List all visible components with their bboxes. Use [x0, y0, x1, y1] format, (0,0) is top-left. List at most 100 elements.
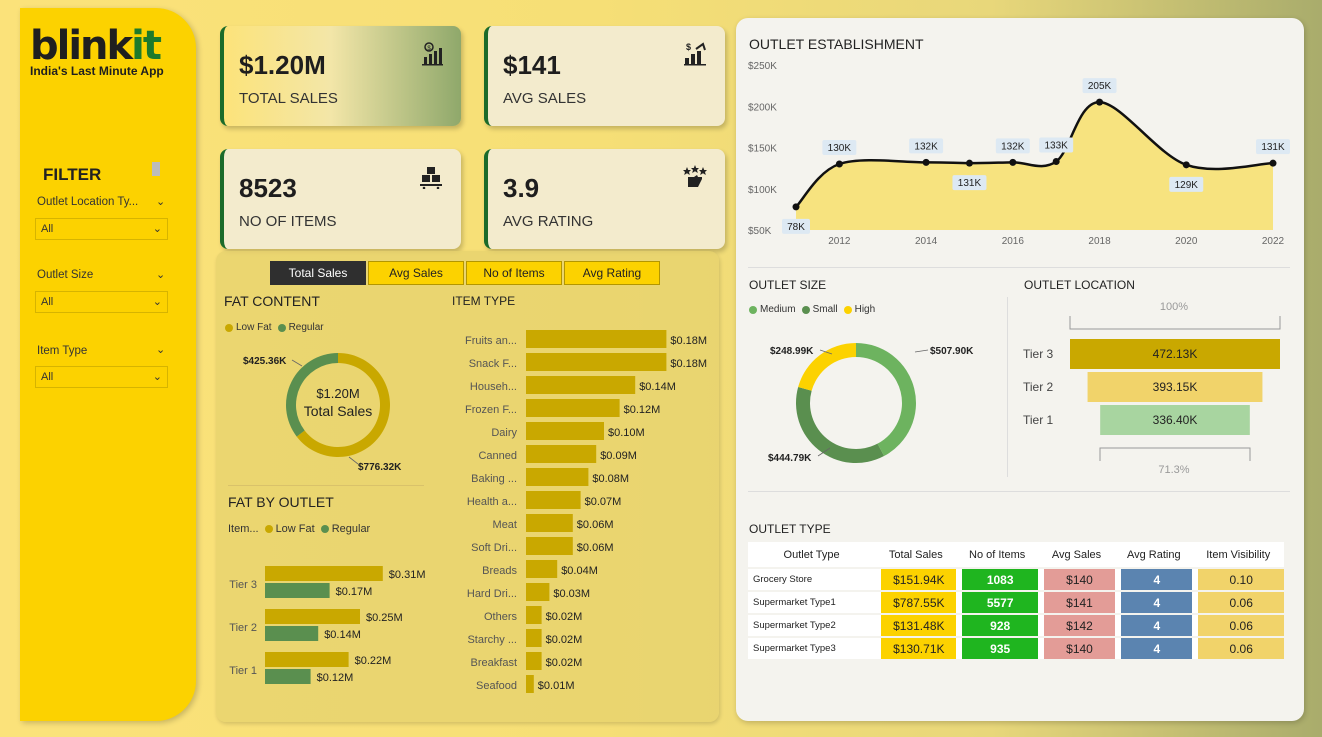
fat-by-outlet-chart: Tier 3 $0.31M $0.17M Tier 2 $0.25M $0.14M Tier…: [229, 566, 426, 684]
data-point[interactable]: [1009, 158, 1017, 166]
data-point[interactable]: [835, 160, 843, 168]
bar-item-type[interactable]: [526, 537, 573, 555]
bar-item-type[interactable]: [526, 445, 597, 463]
funnel-bar[interactable]: [1070, 339, 1280, 369]
series-line: [795, 100, 1274, 208]
table-row[interactable]: Supermarket Type1 $787.55K 5577 $141 4 0.06: [748, 592, 1284, 613]
axis-tick-label: Tier 3: [229, 579, 257, 591]
outlet-size-select[interactable]: All ⌄: [35, 291, 168, 313]
data-point[interactable]: [922, 158, 930, 166]
bar-low-fat[interactable]: [265, 609, 360, 624]
chevron-down-icon[interactable]: ⌄: [156, 269, 166, 281]
column-header[interactable]: Item Visibility: [1192, 542, 1284, 567]
bar-item-type[interactable]: [526, 468, 589, 486]
bar-item-type[interactable]: [526, 675, 534, 693]
data-point[interactable]: [965, 159, 973, 167]
bar-item-type[interactable]: [526, 491, 581, 509]
column-header[interactable]: No of Items: [956, 542, 1038, 567]
bar-regular[interactable]: [265, 583, 330, 598]
data-label: 131K: [1261, 142, 1285, 153]
legend-dot: [225, 323, 233, 332]
funnel-bottom-percent: 71.3%: [1158, 464, 1189, 476]
item-type-select[interactable]: All ⌄: [35, 366, 168, 388]
bar-item-type[interactable]: [526, 422, 604, 440]
outlet-establishment-chart: $50K $100K $150K $200K $250K 2012 2014 2016 2018…: [748, 61, 1290, 247]
donut-slice-medium[interactable]: [856, 343, 916, 457]
divider: [748, 491, 1290, 492]
table-cell: $151.94K: [875, 569, 957, 590]
logo-text-b: it: [131, 23, 162, 69]
bar-item-type[interactable]: [526, 606, 542, 624]
data-label: $0.10M: [608, 427, 645, 439]
kpi-value: 3.9: [503, 173, 540, 203]
table-cell: 1083: [956, 569, 1038, 590]
table-cell: 4: [1115, 638, 1193, 659]
data-point[interactable]: [1182, 161, 1190, 169]
outlet-location-select[interactable]: All ⌄: [35, 218, 168, 240]
legend-label: Regular: [288, 322, 324, 333]
table-row[interactable]: Supermarket Type3 $130.71K 935 $140 4 0.06: [748, 638, 1284, 659]
kpi-value: $1.20M: [239, 50, 326, 80]
bar-item-type[interactable]: [526, 399, 620, 417]
fat-content-donut-chart: $1.20M Total Sales $425.36K $776.32K: [243, 353, 402, 473]
tab-avg-rating[interactable]: Avg Rating: [564, 261, 660, 285]
bar-item-type[interactable]: [526, 560, 558, 578]
filter-toggle-icon[interactable]: [152, 162, 160, 176]
column-header[interactable]: Total Sales: [875, 542, 957, 567]
analysis-panel: [216, 251, 719, 722]
table-cell: 0.06: [1192, 615, 1284, 636]
bar-item-type[interactable]: [526, 583, 550, 601]
bar-item-type[interactable]: [526, 652, 542, 670]
donut-slice-small[interactable]: [796, 387, 885, 463]
outlet-establishment-title: OUTLET ESTABLISHMENT: [749, 36, 924, 52]
table-row[interactable]: Grocery Store $151.94K 1083 $140 4 0.10: [748, 569, 1284, 590]
donut-label-high: $248.99K: [770, 346, 814, 357]
table-row[interactable]: Supermarket Type2 $131.48K 928 $142 4 0.06: [748, 615, 1284, 636]
tab-no-of-items[interactable]: No of Items: [466, 261, 562, 285]
outlet-location-funnel-chart: 100% 71.3% Tier 3 472.13K Tier 2 393.15K Tie…: [1023, 301, 1281, 476]
tab-avg-sales[interactable]: Avg Sales: [368, 261, 464, 285]
data-label-box: [1039, 137, 1074, 153]
bar-low-fat[interactable]: [265, 652, 349, 667]
data-point[interactable]: [792, 203, 800, 211]
bar-item-type[interactable]: [526, 353, 667, 371]
data-label-box: [822, 140, 857, 155]
data-point[interactable]: [1096, 98, 1104, 106]
column-header[interactable]: Avg Sales: [1037, 542, 1116, 567]
bar-item-type[interactable]: [526, 514, 573, 532]
bar-item-type[interactable]: [526, 376, 636, 394]
chevron-down-icon[interactable]: ⌄: [156, 196, 166, 208]
data-label: $0.06M: [577, 519, 614, 531]
legend-label: Small: [812, 304, 838, 315]
chevron-down-icon: ⌄: [152, 296, 162, 308]
bar-regular[interactable]: [265, 669, 311, 684]
funnel-bar[interactable]: [1100, 405, 1250, 435]
column-header[interactable]: Avg Rating: [1115, 542, 1193, 567]
legend-label: Low Fat: [275, 523, 315, 535]
bar-regular[interactable]: [265, 626, 319, 641]
item-type-filter-label: Item Type: [37, 345, 88, 357]
bar-item-type[interactable]: [526, 629, 542, 647]
legend-label: Medium: [760, 304, 796, 315]
donut-slice-regular[interactable]: [286, 353, 338, 437]
donut-slice-high[interactable]: [798, 343, 856, 391]
tab-total-sales[interactable]: Total Sales: [270, 261, 366, 285]
axis-tick-label: Starchy ...: [467, 634, 517, 646]
data-label: $0.25M: [366, 612, 403, 624]
data-label: $0.02M: [546, 657, 583, 669]
sidebar: blinkit India's Last Minute App FILTER O…: [20, 8, 196, 721]
data-point[interactable]: [1269, 159, 1277, 167]
table-cell: 0.10: [1192, 569, 1284, 590]
legend-dot: [843, 305, 852, 314]
chevron-down-icon[interactable]: ⌄: [156, 344, 166, 356]
column-header[interactable]: Outlet Type: [748, 542, 876, 567]
data-point[interactable]: [1052, 158, 1060, 166]
donut-group: [796, 343, 916, 463]
data-label-box: [995, 138, 1030, 154]
bar-low-fat[interactable]: [265, 566, 383, 581]
bar-item-type[interactable]: [526, 330, 667, 348]
axis-tick-label: Breads: [482, 565, 517, 577]
legend-label: Low Fat: [236, 322, 272, 333]
table-cell: Supermarket Type1: [748, 592, 876, 613]
funnel-bar[interactable]: [1087, 372, 1263, 402]
